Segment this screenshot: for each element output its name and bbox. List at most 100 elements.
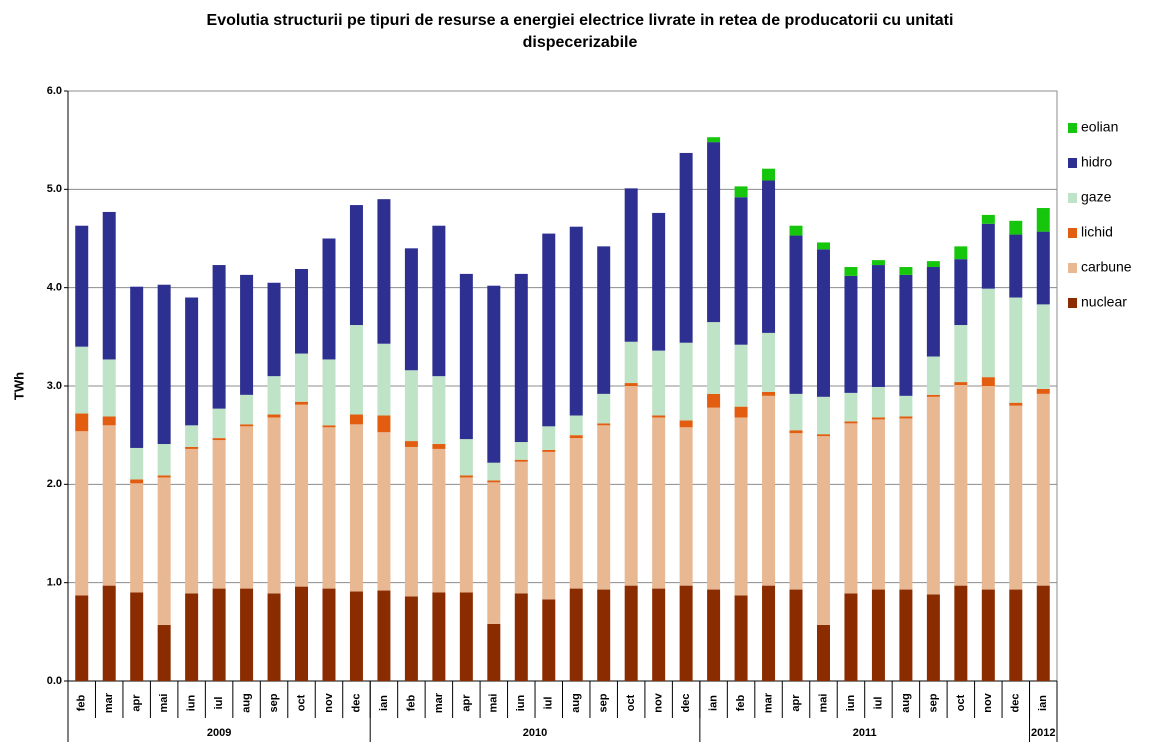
bar-segment: [789, 393, 803, 431]
x-tick-label: feb: [76, 694, 88, 711]
legend-swatch: [1068, 263, 1077, 273]
bar-segment: [75, 225, 89, 347]
bar-segment: [679, 585, 693, 681]
bar-segment: [404, 441, 418, 447]
y-tick-label: 4.0: [47, 282, 62, 294]
bar-segment: [762, 180, 776, 333]
bar-segment: [1009, 405, 1023, 590]
bar-segment: [130, 479, 144, 484]
bar-segment: [157, 444, 171, 476]
legend-label: gaze: [1081, 189, 1112, 205]
bar-segment: [789, 433, 803, 590]
bar-segment: [569, 415, 583, 436]
y-tick-label: 5.0: [47, 183, 62, 195]
bar-segment: [185, 593, 199, 681]
bar-segment: [542, 599, 556, 681]
y-tick-label: 1.0: [47, 577, 62, 589]
bar-segment: [267, 282, 281, 377]
x-tick-label: feb: [735, 694, 747, 711]
bar-segment: [267, 414, 281, 418]
bar-segment: [734, 344, 748, 407]
bar-segment: [267, 417, 281, 594]
bar-segment: [514, 459, 528, 462]
bar-segment: [295, 353, 309, 402]
bar-segment: [844, 392, 858, 422]
bar-segment: [1009, 402, 1023, 406]
bar-segment: [157, 477, 171, 625]
bar-segment: [652, 212, 666, 351]
bar-segment: [597, 423, 611, 426]
bar-segment: [569, 435, 583, 439]
bar-segment: [707, 589, 721, 681]
bar-segment: [652, 417, 666, 589]
bar-segment: [1036, 208, 1050, 232]
bar-segment: [926, 396, 940, 595]
bar-segment: [130, 447, 144, 480]
x-tick-label: dec: [680, 694, 692, 713]
bar-segment: [597, 589, 611, 681]
bar-segment: [899, 267, 913, 275]
x-tick-label: ian: [1037, 695, 1049, 711]
bar-segment: [322, 427, 336, 589]
bar-segment: [734, 417, 748, 596]
x-tick-label: iun: [515, 694, 527, 711]
bar-segment: [157, 624, 171, 681]
x-tick-label: nov: [982, 692, 994, 712]
bar-segment: [569, 588, 583, 681]
bar-segment: [349, 205, 363, 326]
bar-segment: [487, 482, 501, 624]
y-tick-label: 2.0: [47, 478, 62, 490]
chart-title: Evolutia structurii pe tipuri de resurse…: [206, 12, 954, 51]
bar-segment: [404, 248, 418, 371]
bar-segment: [762, 395, 776, 586]
bar-segment: [102, 211, 116, 360]
bar-segment: [212, 438, 226, 441]
x-tick-label: ian: [378, 695, 390, 711]
bar-segment: [514, 593, 528, 681]
bar-segment: [844, 593, 858, 681]
x-tick-label: ian: [708, 695, 720, 711]
y-axis-label: TWh: [11, 372, 26, 400]
bar-segment: [377, 199, 391, 344]
bar-segment: [652, 415, 666, 418]
bar-segment: [349, 414, 363, 425]
bar-segment: [1036, 304, 1050, 389]
x-tick-label: aug: [570, 693, 582, 713]
bar-segment: [569, 226, 583, 416]
bar-segment: [597, 393, 611, 424]
bar-segment: [734, 595, 748, 681]
bar-segment: [212, 265, 226, 409]
x-tick-label: mai: [817, 694, 829, 713]
bar-segment: [816, 434, 830, 437]
bar-segment: [871, 589, 885, 681]
bar-segment: [542, 451, 556, 600]
bar-segment: [185, 425, 199, 447]
bar-segment: [295, 401, 309, 405]
bar-segment: [75, 595, 89, 681]
x-tick-label: aug: [900, 693, 912, 713]
bar-segment: [899, 274, 913, 396]
bar-segment: [185, 446, 199, 449]
bar-segment: [542, 426, 556, 450]
x-tick-label: oct: [955, 694, 967, 711]
bar-segment: [322, 359, 336, 426]
legend-label: eolian: [1081, 119, 1118, 135]
legend-swatch: [1068, 123, 1077, 133]
bar-segment: [240, 426, 254, 589]
x-tick-label: oct: [295, 694, 307, 711]
bar-segment: [75, 413, 89, 432]
bar-segment: [624, 386, 638, 586]
x-tick-label: mar: [762, 692, 774, 713]
bar-segment: [240, 394, 254, 425]
bar-segment: [707, 407, 721, 590]
bar-segment: [789, 235, 803, 394]
bar-segment: [734, 406, 748, 418]
bar-segment: [322, 238, 336, 360]
bar-segment: [981, 386, 995, 590]
bar-segment: [954, 585, 968, 681]
bar-segment: [926, 261, 940, 268]
bar-segment: [514, 461, 528, 594]
x-tick-label: iul: [872, 697, 884, 710]
bar-segment: [432, 225, 446, 377]
